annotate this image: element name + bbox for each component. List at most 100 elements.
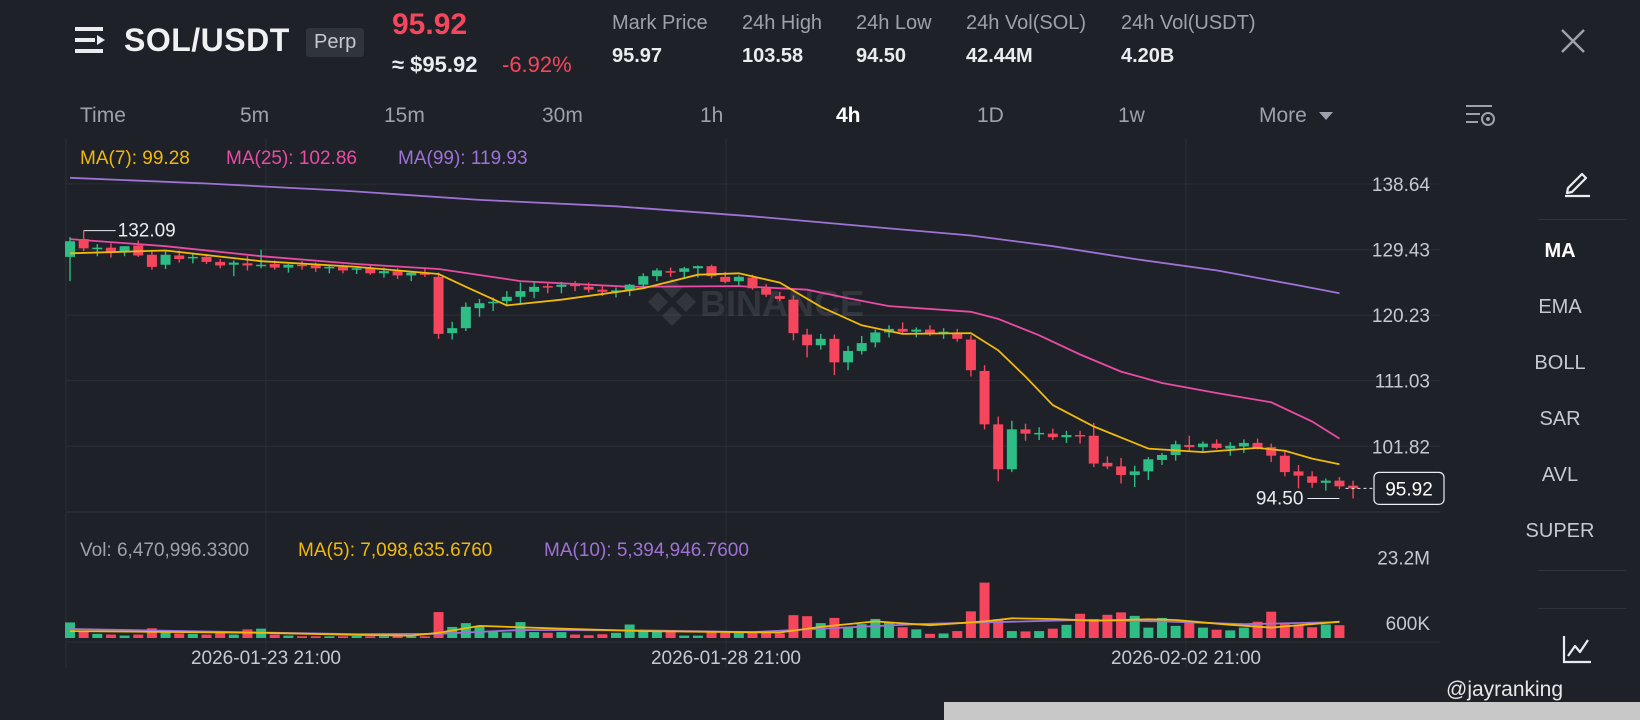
candle-body <box>92 247 103 250</box>
volume-bar <box>351 635 362 638</box>
indicator-ma[interactable]: MA <box>1544 240 1576 262</box>
candle-body <box>1061 435 1072 438</box>
candle-body <box>460 306 471 329</box>
draw-pen-icon[interactable] <box>1560 164 1594 198</box>
volume-bar <box>993 619 1004 638</box>
candle-body <box>597 289 608 292</box>
candle-body <box>215 261 226 266</box>
indicator-ema[interactable]: EMA <box>1538 296 1582 318</box>
tab-30m[interactable]: 30m <box>542 104 583 127</box>
binance-logo-watermark: BINANCE <box>648 278 864 326</box>
tab-15m[interactable]: 15m <box>384 104 425 127</box>
volume-bar <box>965 611 976 638</box>
candle-body <box>692 266 703 269</box>
candle-body <box>1197 443 1208 448</box>
tab-4h[interactable]: 4h <box>836 104 861 127</box>
candle-body <box>105 247 116 253</box>
candle-body <box>283 264 294 268</box>
price-axis-label: 120.23 <box>1372 306 1430 327</box>
pair-symbol[interactable]: SOL/USDT <box>124 22 290 58</box>
divider <box>1538 570 1626 571</box>
volume-bar <box>1266 611 1277 638</box>
indicator-avl[interactable]: AVL <box>1541 464 1579 486</box>
candle-body <box>160 254 171 265</box>
price-axis-label: 111.03 <box>1375 372 1430 393</box>
indicator-super[interactable]: SUPER <box>1525 520 1595 542</box>
candle-body <box>1266 447 1277 456</box>
candle-body <box>324 266 335 269</box>
candle-body <box>1129 471 1140 475</box>
volume-bar <box>187 633 198 638</box>
tab-time[interactable]: Time <box>80 104 126 127</box>
candle-body <box>924 329 935 334</box>
candle-body <box>843 350 854 363</box>
volume-bar <box>733 632 744 638</box>
volume-bar <box>338 636 348 638</box>
candle-body <box>1279 455 1290 473</box>
candle-body <box>1184 445 1195 448</box>
caret-down-icon <box>1318 112 1333 121</box>
volume-bar <box>269 634 280 638</box>
tab-1w[interactable]: 1w <box>1118 104 1145 127</box>
candle-body <box>447 328 458 334</box>
vol-sol-label: 24h Vol(SOL) <box>966 12 1087 34</box>
volume-bar <box>419 636 430 638</box>
volume-bar <box>1170 625 1181 638</box>
volume-bar <box>365 636 376 638</box>
volume-bar <box>78 631 89 638</box>
candle-body <box>174 255 185 260</box>
volume-bar <box>570 634 581 638</box>
volume-bar <box>1238 627 1249 638</box>
candle-body <box>392 271 403 276</box>
volume-bar <box>1102 614 1113 638</box>
volume-bar <box>392 635 403 638</box>
candle-body <box>911 329 922 332</box>
date-axis-label: 2026-02-02 21:00 <box>1111 648 1261 669</box>
close-icon[interactable] <box>1556 24 1590 58</box>
ma25-legend: MA(25): 102.86 <box>226 148 357 169</box>
volume-bar <box>1334 625 1345 638</box>
volume-bar <box>1157 617 1167 638</box>
tab-1h[interactable]: 1h <box>700 104 724 127</box>
volume-bar <box>1047 628 1058 638</box>
volume-bar <box>1307 627 1318 638</box>
mark-price-label: Mark Price <box>612 12 708 34</box>
candle-body <box>952 333 963 339</box>
volume-bar <box>65 622 75 638</box>
tab-1d[interactable]: 1D <box>977 104 1004 127</box>
price-change-percent: -6.92% <box>502 52 572 77</box>
indicator-boll[interactable]: BOLL <box>1534 352 1586 374</box>
line-chart-icon[interactable] <box>1560 632 1594 666</box>
volume-bar <box>583 635 594 638</box>
vol-sol-value: 42.44M <box>966 45 1033 67</box>
volume-bar <box>1320 624 1331 638</box>
volume-bar <box>706 631 717 638</box>
candle-body <box>433 276 444 334</box>
candle-body <box>365 268 376 274</box>
price-axis-label: 101.82 <box>1372 437 1430 458</box>
candle-body <box>979 370 990 425</box>
candle-body <box>406 272 417 276</box>
current-price-tag <box>1373 471 1445 505</box>
mark-price-value: 95.97 <box>612 45 663 67</box>
volume-bar <box>105 634 116 638</box>
menu-icon[interactable] <box>75 25 109 55</box>
candle-body <box>269 264 280 268</box>
tab-more-label: More <box>1259 104 1307 127</box>
indicator-sar[interactable]: SAR <box>1539 408 1581 430</box>
tab-5m[interactable]: 5m <box>240 104 270 127</box>
volume-bar <box>1293 624 1304 638</box>
volume-bar <box>651 631 662 638</box>
candle-body <box>515 291 526 297</box>
high-24h-value: 103.58 <box>742 45 804 67</box>
volume-bar <box>1279 624 1290 638</box>
chart-settings-icon[interactable] <box>1464 100 1496 130</box>
ma7-legend: MA(7): 99.28 <box>80 148 190 169</box>
candle-body <box>706 266 717 277</box>
tab-more[interactable]: More <box>1259 104 1333 128</box>
candle-body <box>583 286 594 290</box>
volume-bar <box>160 632 171 638</box>
candlestick-chart[interactable]: BINANCE 138.64 129.43 120.23 111.03 101.82 23.… <box>0 138 1520 698</box>
candle-body <box>1116 466 1127 475</box>
volume-bar <box>638 630 649 638</box>
